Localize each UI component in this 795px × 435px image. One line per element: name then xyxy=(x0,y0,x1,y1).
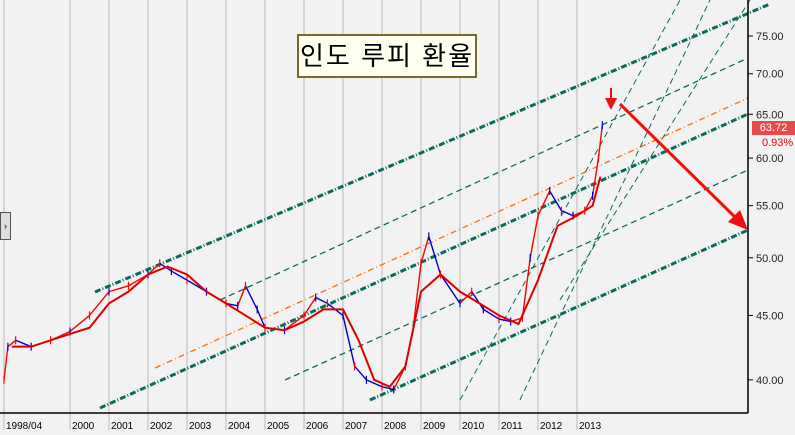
annotations xyxy=(605,88,748,230)
price-segment xyxy=(412,263,422,328)
x-tick-label: 2005 xyxy=(267,421,290,432)
price-segment xyxy=(498,318,511,323)
channel-upper xyxy=(94,2,771,294)
price-segment xyxy=(459,291,473,304)
price-segment xyxy=(7,339,17,348)
channel-lower-inner xyxy=(284,169,749,381)
chart-title: 인도 루피 환율 xyxy=(297,34,477,78)
y-tick-label: 65.00 xyxy=(756,109,784,121)
change-percent: 0.93% xyxy=(762,137,794,149)
price-segment xyxy=(537,190,551,216)
price-segment xyxy=(315,296,328,305)
price-segment xyxy=(15,339,32,348)
y-tick-label: 70.00 xyxy=(756,69,784,81)
x-tick-label: 1998/04 xyxy=(6,421,43,432)
y-tick-label: 40.00 xyxy=(756,375,784,387)
axes: 1998/04 2000 2001 2002 2003 2004 2005 2006 2007 2… xyxy=(0,0,784,432)
projection-arrow xyxy=(618,102,742,224)
panel-collapse-handle[interactable]: › xyxy=(0,212,11,240)
price-segment xyxy=(529,215,539,258)
x-tick-label: 2001 xyxy=(111,421,134,432)
down-arrow-icon xyxy=(605,98,617,110)
price-segment xyxy=(597,125,604,159)
x-tick-label: 2002 xyxy=(150,421,173,432)
last-price-label: 63.72 xyxy=(752,121,795,135)
price-segment xyxy=(483,308,500,320)
x-tick-label: 2007 xyxy=(345,421,368,432)
price-segment xyxy=(3,346,9,380)
trend-channels xyxy=(94,0,771,410)
price-segment xyxy=(381,386,394,391)
x-tick-label: 2012 xyxy=(540,421,563,432)
price-segment xyxy=(420,236,430,264)
price-segment xyxy=(69,314,90,332)
fan-line-2 xyxy=(519,0,711,401)
price-segment xyxy=(244,285,258,310)
moving-average-line xyxy=(11,176,602,388)
series xyxy=(3,121,604,394)
x-tick-label: 2013 xyxy=(579,421,602,432)
y-tick-label: 55.00 xyxy=(756,201,784,213)
x-tick-label: 2011 xyxy=(501,421,523,432)
y-tick-label: 60.00 xyxy=(756,153,784,165)
x-tick-label: 2004 xyxy=(228,421,251,432)
fan-line-3 xyxy=(559,0,751,301)
price-segment xyxy=(88,291,110,316)
y-tick-label: 75.00 xyxy=(756,31,784,43)
channel-upper-inner xyxy=(219,57,749,301)
price-segment xyxy=(521,257,531,318)
y-tick-label: 50.00 xyxy=(756,253,784,265)
price-segment xyxy=(342,315,356,367)
channel-mid-orange xyxy=(154,97,749,369)
price-segment xyxy=(471,291,484,310)
y-tick-label: 45.00 xyxy=(756,310,784,322)
price-segment xyxy=(439,274,461,304)
x-tick-label: 2010 xyxy=(462,421,485,432)
x-tick-label: 2000 xyxy=(72,421,95,432)
price-segment xyxy=(561,210,574,217)
x-tick-label: 2009 xyxy=(423,421,446,432)
price-segment xyxy=(108,285,129,293)
price-segment xyxy=(256,309,266,328)
price-segment xyxy=(237,285,247,307)
projection-arrowhead xyxy=(728,210,748,230)
fan-line-1 xyxy=(459,0,681,401)
channel-lower xyxy=(369,228,749,402)
x-tick-label: 2008 xyxy=(384,421,407,432)
x-tick-label: 2003 xyxy=(189,421,212,432)
price-segment xyxy=(549,190,563,212)
price-segment xyxy=(591,157,600,196)
price-segment xyxy=(428,236,442,275)
price-segment xyxy=(303,297,317,316)
price-segment xyxy=(584,195,594,211)
channel-center xyxy=(99,112,749,410)
price-segment xyxy=(171,270,188,281)
price-segment xyxy=(366,379,383,388)
price-segment xyxy=(354,365,367,381)
x-tick-label: 2006 xyxy=(306,421,329,432)
